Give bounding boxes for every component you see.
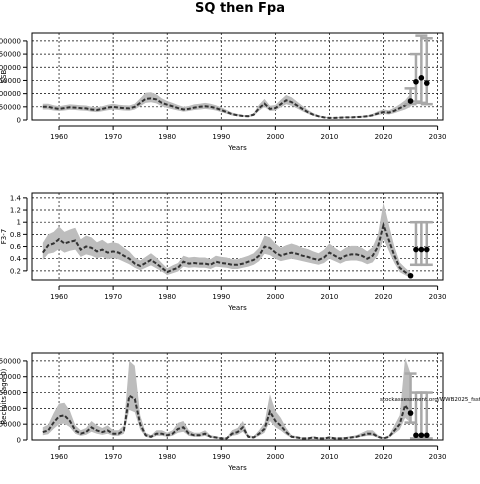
x-tick-label: 1970 [104, 293, 122, 301]
y-tick-label: 0 [17, 437, 21, 445]
x-tick-label: 1980 [158, 293, 176, 301]
projection-point [413, 78, 419, 85]
x-tick-label: 2000 [266, 133, 284, 141]
y-tick-label: 0 [17, 117, 21, 125]
x-tick-label: 1960 [50, 133, 68, 141]
x-tick-label: 1960 [50, 293, 68, 301]
x-tick-label: 2000 [266, 293, 284, 301]
y-tick-label: 300000 [0, 37, 21, 45]
x-tick-label: 1990 [212, 293, 230, 301]
x-tick-label: 2010 [321, 133, 339, 141]
y-tick-label: 100000 [0, 405, 21, 413]
plot-frame [31, 32, 444, 121]
projection-point [423, 432, 430, 439]
x-tick-label: 2030 [429, 453, 447, 461]
projection-point [423, 80, 430, 86]
confidence-band [42, 202, 411, 278]
y-tick-label: 0.2 [10, 267, 21, 275]
y-tick-label: 50000 [0, 421, 21, 429]
y-tick-label: 250000 [0, 51, 21, 59]
y-tick-label: 0.6 [10, 243, 22, 251]
x-tick-label: 1980 [158, 453, 176, 461]
y-tick-label: 150000 [0, 77, 21, 85]
projection-point [418, 75, 425, 81]
y-tick-label: 1.4 [10, 194, 22, 202]
x-tick-label: 2010 [321, 453, 339, 461]
y-tick-label: 100000 [0, 90, 21, 98]
x-tick-label: 1990 [212, 133, 230, 141]
y-tick-label: 1 [17, 219, 21, 227]
estimate-line [42, 97, 412, 119]
x-axis-label: Years [227, 304, 247, 312]
x-tick-label: 1970 [104, 453, 122, 461]
y-axis-label: F3-7 [0, 229, 8, 244]
projection-point [413, 432, 419, 439]
y-tick-label: 250000 [0, 357, 21, 365]
projection-point [423, 246, 430, 253]
x-tick-label: 2000 [266, 453, 284, 461]
chart-panel-1: 1960 1970 1980 1990 2000 2010 2020 2030 0 50000 10… [0, 32, 447, 152]
y-tick-label: 150000 [0, 389, 21, 397]
x-tick-label: 1990 [212, 453, 230, 461]
confidence-band [42, 357, 411, 439]
projection-point [418, 432, 425, 439]
x-tick-label: 2030 [429, 293, 447, 301]
x-tick-label: 2010 [321, 293, 339, 301]
chart-panel-2: 1960 1970 1980 1990 2000 2010 2020 2030 0.2 0.4 0.… [0, 192, 447, 312]
x-axis-label: Years [227, 464, 247, 472]
y-axis-label: SSB [0, 69, 8, 83]
chart-panel-3: 1960 1970 1980 1990 2000 2010 2020 2030 0 50000 10… [0, 352, 480, 472]
projection-point [407, 272, 414, 279]
annotation-text: stockassessment.org/WWB2025_fsst_v [380, 397, 480, 403]
estimate-line [42, 394, 412, 440]
y-axis-label: Recruits (age 0) [0, 368, 8, 424]
plot-frame [31, 352, 444, 441]
projection-point [413, 246, 419, 253]
y-tick-label: 200000 [0, 373, 21, 381]
x-axis-label: Years [227, 144, 247, 152]
x-tick-label: 2020 [375, 453, 393, 461]
x-tick-label: 2020 [375, 293, 393, 301]
x-tick-label: 1960 [50, 453, 68, 461]
projection-point [418, 246, 425, 253]
y-tick-label: 1.2 [10, 207, 21, 215]
confidence-band [42, 92, 411, 119]
x-tick-label: 1980 [158, 133, 176, 141]
y-tick-label: 200000 [0, 64, 21, 72]
projection-point [407, 410, 414, 416]
x-tick-label: 2030 [429, 133, 447, 141]
x-tick-label: 2020 [375, 133, 393, 141]
y-tick-label: 0.4 [10, 255, 22, 263]
x-tick-label: 1970 [104, 133, 122, 141]
y-tick-label: 0.8 [10, 231, 21, 239]
figure-title: SQ then Fpa [195, 1, 285, 16]
plot-frame [31, 192, 444, 281]
y-tick-label: 50000 [0, 103, 21, 111]
projection-point [407, 98, 414, 104]
